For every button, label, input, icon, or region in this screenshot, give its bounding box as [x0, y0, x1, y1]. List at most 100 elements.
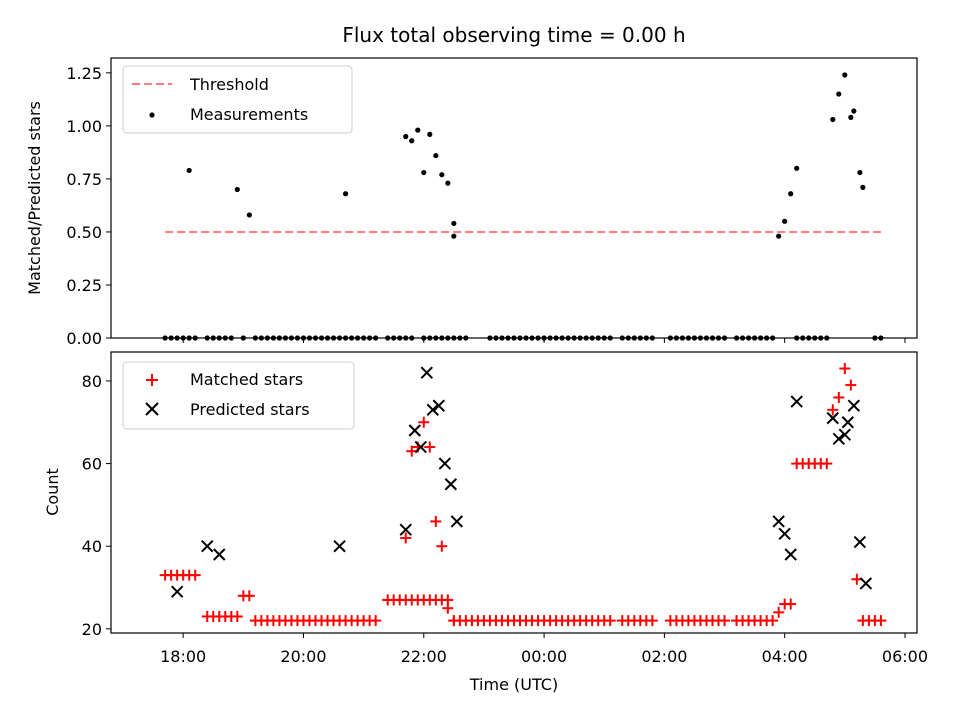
matched-star-point: [448, 615, 460, 627]
predicted-star-point: [438, 457, 452, 470]
measurement-point: [848, 114, 854, 120]
predicted-legend-swatch: [145, 402, 159, 416]
predicted-star-point: [420, 366, 433, 379]
predicted-star-point: [201, 540, 214, 553]
predicted-star-point: [859, 577, 873, 590]
measurement-point: [186, 167, 192, 174]
predicted-star-point: [772, 515, 785, 528]
predicted-star-point: [853, 535, 867, 549]
measurement-point: [851, 108, 857, 114]
x-tick-label: 18:00: [160, 647, 206, 666]
predicted-star-point: [213, 548, 226, 561]
measurement-point: [439, 172, 445, 178]
x-tick-label: 06:00: [882, 647, 928, 666]
matched-star-point: [436, 540, 448, 552]
measurements-legend-swatch: [149, 112, 155, 118]
bottom-panel: 20 40 60 80 18:00 20:00 22:00 00:00 02:00 04:00 0…: [43, 351, 928, 694]
measurement-point: [451, 233, 457, 239]
matched-star-point: [827, 404, 839, 416]
matched-star-point: [821, 458, 833, 470]
measurement-point: [421, 169, 427, 176]
matched-star-point: [839, 363, 851, 375]
measurement-point: [788, 191, 794, 197]
matched-star-point: [430, 515, 442, 527]
matched-legend-swatch: [146, 374, 158, 386]
predicted-star-point: [333, 540, 346, 553]
measurement-point: [427, 131, 433, 137]
measurement-point: [860, 184, 866, 190]
bottom-axes-frame: [110, 351, 918, 634]
predicted-star-point: [784, 548, 797, 561]
top-y-tick-label: 1.00: [66, 117, 102, 136]
measurement-point: [451, 220, 457, 227]
matched-star-point: [845, 379, 857, 391]
measurement-point: [782, 218, 788, 224]
x-axis-label: Time (UTC): [469, 675, 558, 694]
measurement-point: [842, 72, 848, 78]
measurement-point: [342, 191, 349, 197]
top-y-tick-label: 0.25: [66, 276, 102, 295]
predicted-legend-label: Predicted stars: [190, 400, 310, 419]
threshold-legend-label: Threshold: [189, 75, 269, 94]
bottom-legend: Matched stars Predicted stars: [122, 361, 355, 430]
measurement-point: [234, 186, 240, 193]
predicted-star-point: [841, 416, 855, 429]
matched-star-point: [646, 615, 658, 627]
matched-star-point: [875, 615, 887, 627]
matched-star-point: [424, 441, 436, 453]
chart-title: Flux total observing time = 0.00 h: [342, 23, 685, 47]
matched-star-point: [785, 598, 797, 610]
matched-legend-label: Matched stars: [190, 370, 303, 389]
bot-y-tick-label: 20: [82, 620, 102, 639]
top-y-tick-label: 0.50: [66, 223, 102, 242]
matched-star-point: [370, 615, 382, 627]
predicted-star-point: [838, 428, 852, 441]
top-y-tick-label: 0.75: [66, 170, 102, 189]
matched-star-point: [400, 532, 412, 544]
matched-star-point: [442, 602, 454, 614]
predicted-star-point: [778, 527, 791, 541]
measurement-point: [794, 165, 800, 171]
x-tick-label: 00:00: [521, 647, 567, 666]
matched-star-point: [833, 391, 845, 403]
measurement-point: [830, 116, 836, 123]
top-y-tick-label: 1.25: [66, 64, 102, 83]
predicted-star-point: [170, 585, 184, 598]
predicted-star-point: [832, 432, 846, 445]
predicted-star-point: [426, 403, 440, 417]
matched-star-point: [231, 610, 243, 622]
top-y-tick-label: 0.00: [66, 329, 102, 348]
matched-star-point: [604, 615, 616, 627]
x-tick-label: 22:00: [401, 647, 447, 666]
top-legend: Threshold Measurements: [122, 65, 353, 134]
measurement-point: [409, 138, 415, 144]
measurement-point: [433, 152, 439, 159]
bot-y-tick-label: 60: [82, 455, 102, 474]
bot-y-tick-label: 80: [82, 372, 102, 391]
predicted-star-point: [414, 440, 427, 454]
matched-star-point: [719, 615, 731, 627]
predicted-star-point: [790, 395, 803, 408]
matched-star-point: [243, 590, 255, 602]
x-tick-label: 04:00: [762, 647, 808, 666]
predicted-star-point: [826, 411, 839, 425]
measurement-point: [246, 212, 252, 218]
top-y-axis-label: Matched/Predicted stars: [25, 101, 44, 295]
x-tick-label: 02:00: [641, 647, 687, 666]
bot-y-tick-label: 40: [82, 537, 102, 556]
top-panel: 0.00 0.25 0.50 0.75 1.00 1.25 Matched/Predict…: [25, 57, 918, 348]
measurement-point: [403, 133, 409, 140]
measurements-legend-label: Measurements: [190, 105, 308, 124]
top-legend-box: [122, 65, 353, 134]
x-tick-label: 20:00: [280, 647, 326, 666]
matched-star-point: [418, 416, 430, 428]
measurement-point: [445, 180, 451, 186]
predicted-star-point: [408, 424, 421, 437]
bottom-y-axis-label: Count: [43, 468, 62, 516]
matched-star-point: [189, 569, 201, 581]
predicted-star-point: [450, 515, 464, 528]
matched-star-point: [773, 606, 785, 618]
measurement-point: [776, 233, 782, 239]
top-axes-frame: [110, 57, 918, 339]
